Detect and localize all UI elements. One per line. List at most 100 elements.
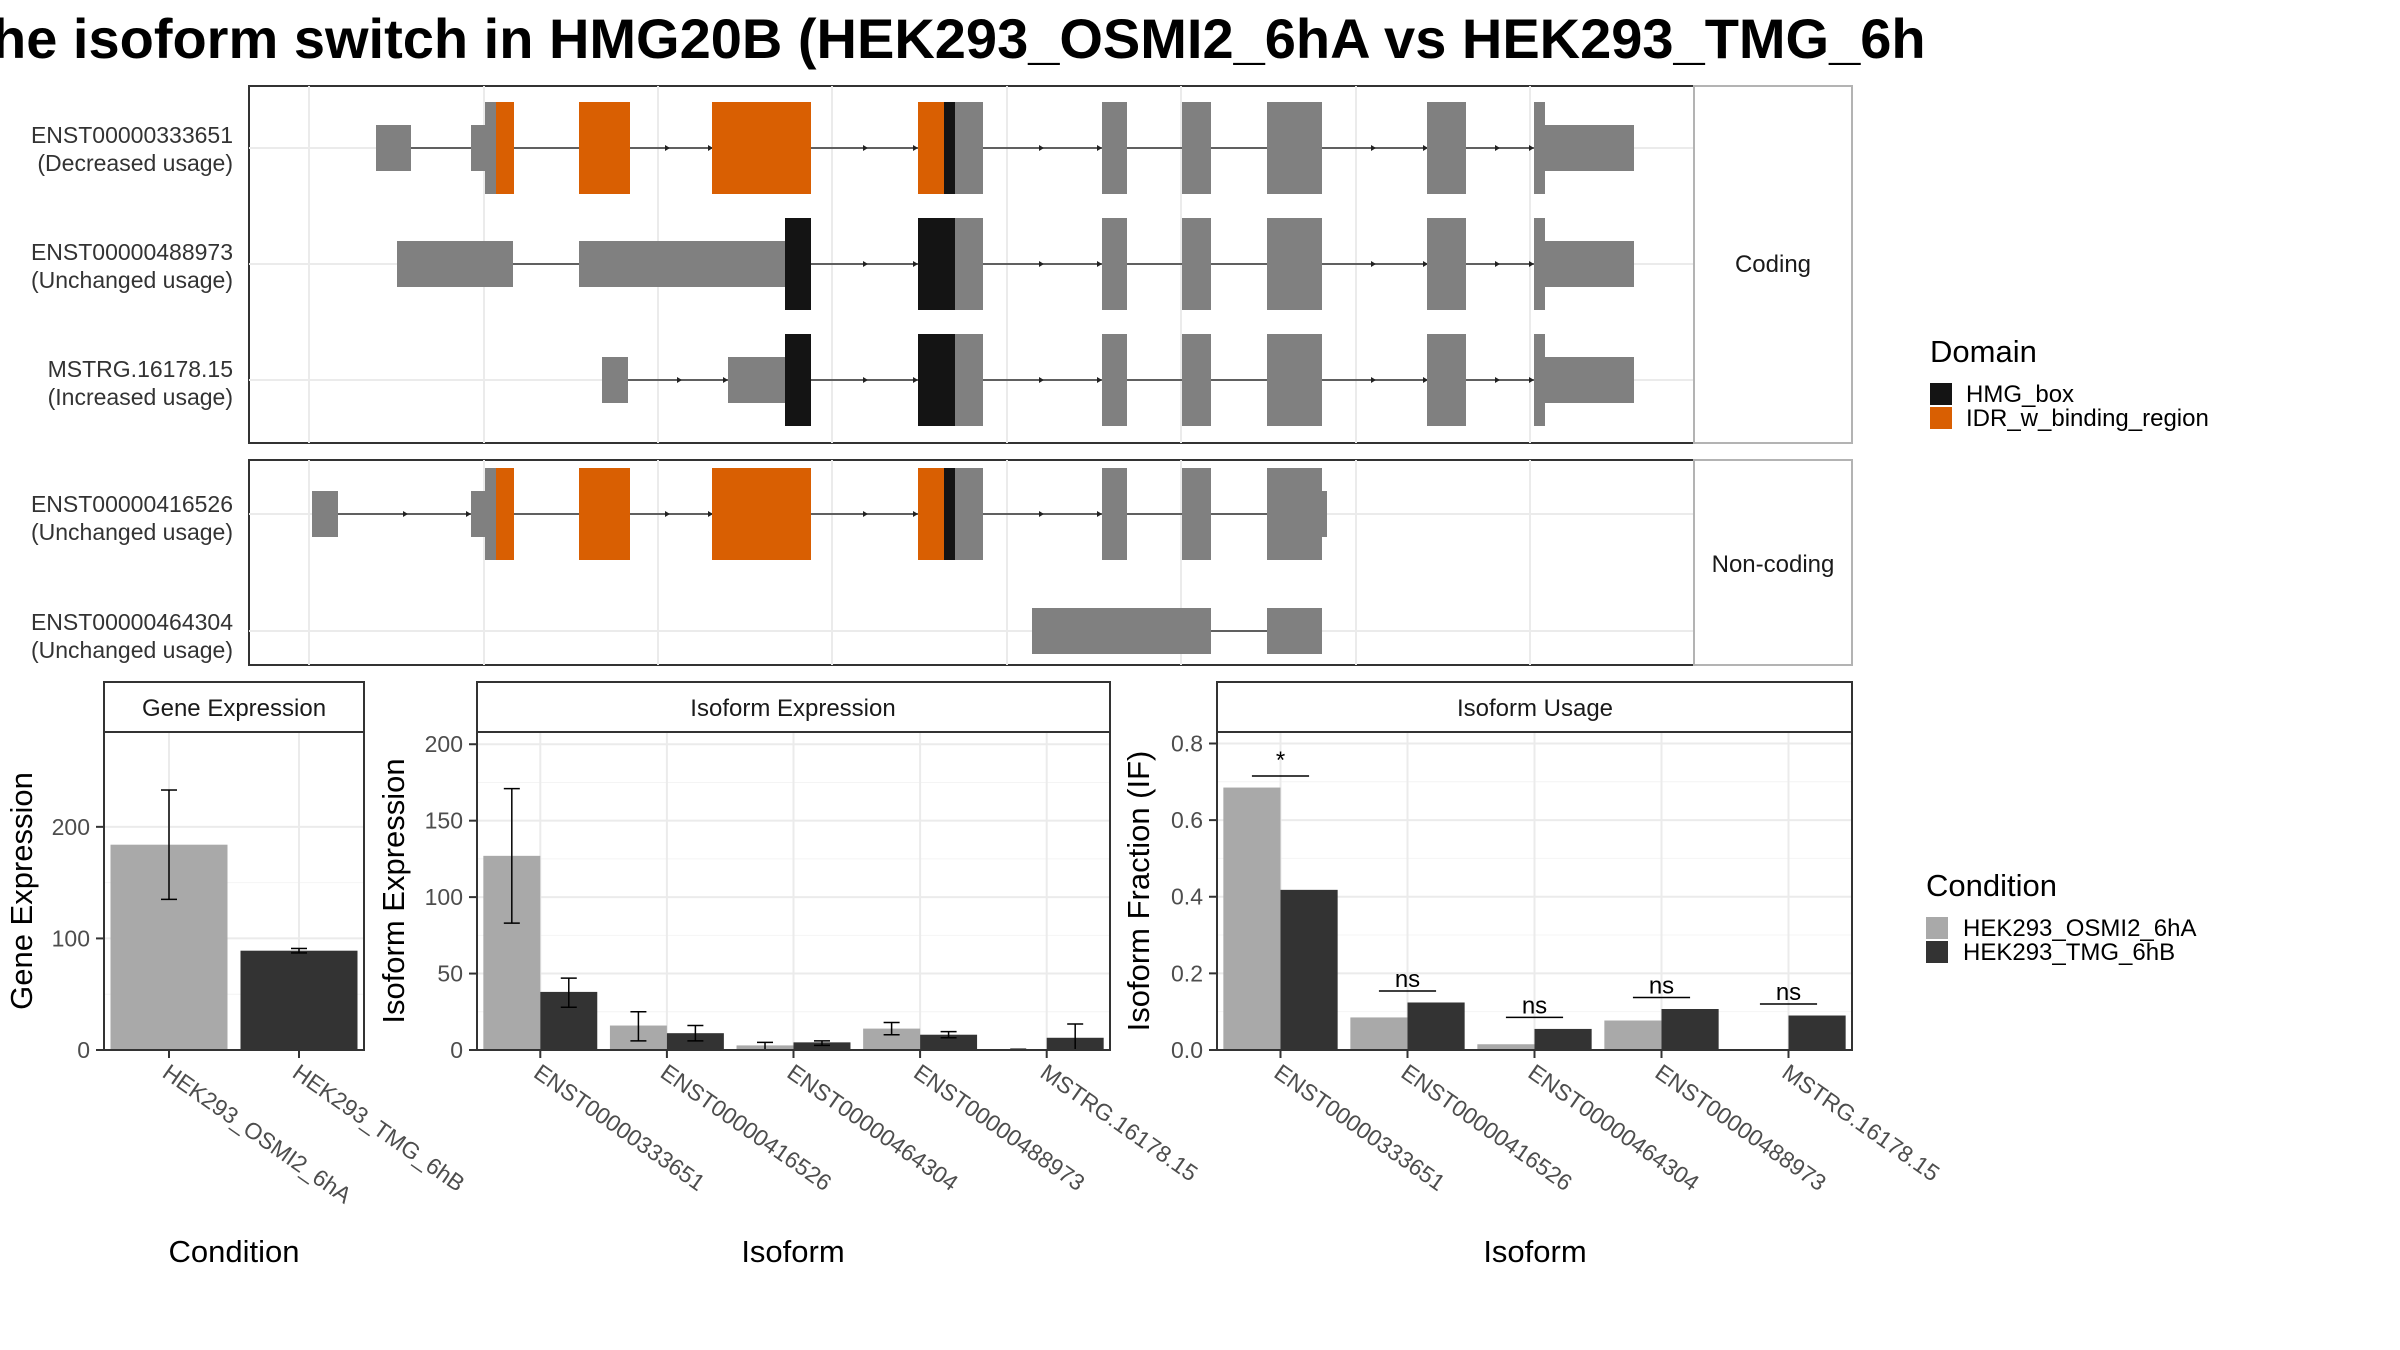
exon (1534, 218, 1545, 310)
isoform-usage-frame (1216, 731, 1853, 1051)
transcript-label-usage: (Unchanged usage) (31, 637, 233, 663)
intron-arrow (708, 145, 713, 151)
transcript-label-usage: (Decreased usage) (37, 150, 233, 176)
exon (579, 241, 785, 287)
legend-key-idr (1930, 407, 1952, 429)
idr-domain (496, 102, 514, 194)
intron-arrow (1371, 377, 1376, 383)
y-tick-label: 100 (425, 884, 463, 910)
exon (1267, 334, 1322, 426)
exon (485, 468, 496, 560)
idr-domain (918, 102, 944, 194)
intron-arrow (1495, 261, 1500, 267)
legend-label-idr: IDR_w_binding_region (1966, 405, 2209, 432)
isoform-usage-strip (1216, 681, 1853, 733)
intron-arrow (1039, 377, 1044, 383)
y-tick-label: 50 (437, 961, 463, 987)
transcript-label-id: ENST00000416526 (31, 491, 233, 517)
significance-label: ns (1649, 973, 1674, 1000)
significance-label: ns (1395, 966, 1420, 993)
exon (1182, 102, 1211, 194)
legend-label-hmg-box: HMG_box (1966, 381, 2074, 408)
exon (1032, 608, 1211, 654)
y-tick-label: 200 (425, 731, 463, 757)
exon (312, 491, 338, 537)
exon (1545, 241, 1634, 287)
intron-arrow (913, 261, 918, 267)
condition-legend: Condition HEK293_OSMI2_6hA HEK293_TMG_6h… (1926, 868, 2196, 966)
intron-arrow (1097, 145, 1102, 151)
figure-title: he isoform switch in HMG20B (HEK293_OSMI… (0, 7, 1926, 70)
exon (1534, 102, 1545, 194)
gene-expression-ylabel: Gene Expression (4, 772, 39, 1010)
exon (955, 102, 983, 194)
isoform-expression-chart: Isoform Expression 050100150200ENST00000… (376, 681, 1203, 1269)
intron-arrow (403, 511, 408, 517)
bar (666, 1033, 724, 1050)
exon (1267, 218, 1322, 310)
intron-arrow (665, 145, 670, 151)
idr-domain (712, 102, 811, 194)
intron-arrow (1371, 145, 1376, 151)
legend-key-osmi2 (1926, 917, 1948, 939)
bar (1534, 1028, 1592, 1050)
intron-arrow (1039, 511, 1044, 517)
intron-arrow (1097, 511, 1102, 517)
hmg-box-domain (918, 334, 955, 426)
exon (602, 357, 628, 403)
y-tick-label: 0.0 (1171, 1037, 1203, 1063)
transcript-label-id: ENST00000333651 (31, 122, 233, 148)
intron-arrow (1423, 261, 1428, 267)
exon (1267, 102, 1322, 194)
intron-arrow (1097, 377, 1102, 383)
transcript-label-usage: (Unchanged usage) (31, 519, 233, 545)
exon (1102, 102, 1127, 194)
hmg-box-domain (944, 102, 955, 194)
domain-legend-title: Domain (1930, 334, 2037, 369)
intron-arrow (1529, 261, 1534, 267)
structure-panel-coding: Coding (248, 85, 1853, 444)
intron-arrow (1423, 145, 1428, 151)
condition-legend-title: Condition (1926, 868, 2057, 903)
intron-arrow (1529, 377, 1534, 383)
transcript-label-usage: (Unchanged usage) (31, 267, 233, 293)
significance-label: ns (1776, 979, 1801, 1006)
intron-arrow (1495, 377, 1500, 383)
transcript-label-id: ENST00000488973 (31, 239, 233, 265)
legend-label-osmi2: HEK293_OSMI2_6hA (1963, 915, 2196, 942)
exon (376, 125, 411, 171)
significance-label: * (1276, 747, 1285, 774)
coding-strip-label: Coding (1735, 251, 1811, 278)
intron-arrow (913, 377, 918, 383)
noncoding-transcripts (312, 468, 1327, 654)
y-tick-label: 0.8 (1171, 730, 1203, 756)
intron-arrow (1371, 261, 1376, 267)
exon (1427, 218, 1466, 310)
exon (485, 102, 496, 194)
coding-transcripts (376, 102, 1634, 426)
intron-arrow (863, 145, 868, 151)
exon (1534, 334, 1545, 426)
y-tick-label: 0 (450, 1037, 463, 1063)
bar (1350, 1017, 1408, 1050)
bar (793, 1042, 851, 1050)
exon (1102, 218, 1127, 310)
exon (1545, 357, 1634, 403)
exon (1545, 125, 1634, 171)
exon (1182, 334, 1211, 426)
transcript-label-id: MSTRG.16178.15 (48, 356, 233, 382)
y-tick-label: 150 (425, 808, 463, 834)
intron-arrow (913, 145, 918, 151)
bar (1604, 1020, 1662, 1050)
isoform-expression-xlabel: Isoform (741, 1234, 844, 1269)
exon (955, 468, 983, 560)
exon (1102, 334, 1127, 426)
intron-arrow (665, 511, 670, 517)
intron-arrow (1495, 145, 1500, 151)
coding-strip-box (1693, 85, 1853, 444)
bar (1788, 1015, 1846, 1050)
intron-arrow (1423, 377, 1428, 383)
structure-panel-noncoding: Non-coding (248, 459, 1853, 666)
intron-arrow (863, 377, 868, 383)
